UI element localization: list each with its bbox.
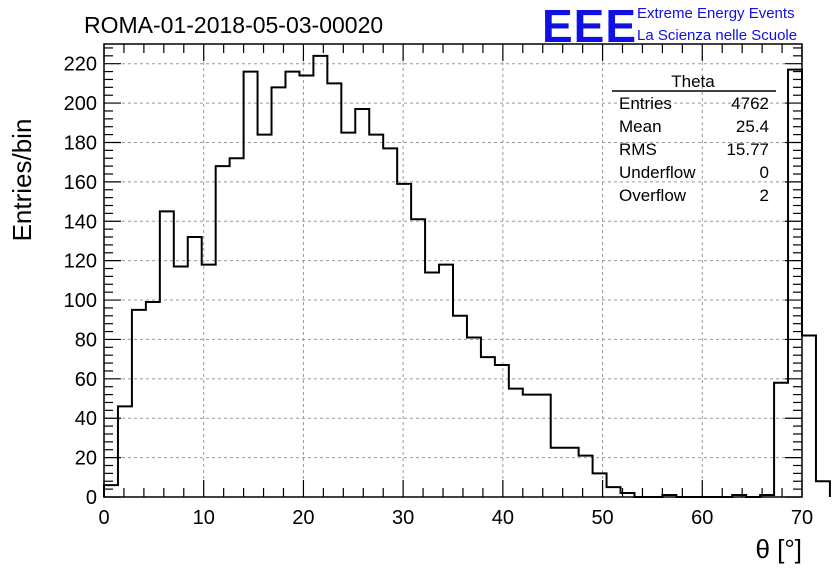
x-tick-label: 60: [691, 507, 713, 529]
x-tick-label: 10: [193, 507, 215, 529]
y-tick-label: 60: [75, 369, 97, 391]
x-axis-label: θ [°]: [755, 534, 802, 564]
x-tick-labels: 0 10 20 30 40 50 60 70: [98, 507, 813, 529]
y-tick-labels: 0 20 40 60 80 100 120 140 160 180 200 220: [64, 54, 97, 509]
y-tick-label: 220: [64, 54, 97, 76]
org-name-line2: La Scienza nelle Scuole: [637, 27, 797, 44]
x-tick-label: 40: [492, 507, 514, 529]
stats-box-name: Theta: [671, 72, 715, 91]
axis-ticks: [103, 44, 803, 498]
histogram-series: [103, 54, 831, 498]
y-tick-label: 160: [64, 172, 97, 194]
y-tick-label: 120: [64, 251, 97, 273]
stats-row-label: Mean: [619, 117, 662, 136]
stats-box: Theta Entries 4762 Mean 25.4 RMS 15.77 Underfl…: [612, 72, 776, 205]
org-name-line1: Extreme Energy Events: [637, 5, 795, 22]
stats-row-value: 25.4: [736, 117, 769, 136]
stats-row-label: Underflow: [619, 163, 696, 182]
x-tick-label: 50: [591, 507, 613, 529]
y-tick-label: 80: [75, 329, 97, 351]
y-tick-label: 0: [86, 487, 97, 509]
y-tick-label: 20: [75, 448, 97, 470]
x-tick-label: 0: [98, 507, 109, 529]
stats-row-label: RMS: [619, 140, 657, 159]
y-tick-label: 40: [75, 408, 97, 430]
x-tick-label: 70: [791, 507, 813, 529]
x-tick-label: 30: [392, 507, 414, 529]
y-tick-label: 100: [64, 290, 97, 312]
stats-row-value: 15.77: [726, 140, 769, 159]
chart-title: ROMA-01-2018-05-03-00020: [84, 12, 383, 38]
y-tick-label: 180: [64, 132, 97, 154]
y-axis-label: Entries/bin: [7, 119, 37, 242]
plot-frame: [103, 43, 803, 498]
y-tick-label: 200: [64, 93, 97, 115]
stats-row-value: 0: [760, 163, 769, 182]
stats-row-value: 2: [760, 186, 769, 205]
stats-row-value: 4762: [731, 94, 769, 113]
x-tick-label: 20: [292, 507, 314, 529]
y-tick-label: 140: [64, 211, 97, 233]
stats-row-label: Overflow: [619, 186, 687, 205]
stats-row-label: Entries: [619, 94, 672, 113]
